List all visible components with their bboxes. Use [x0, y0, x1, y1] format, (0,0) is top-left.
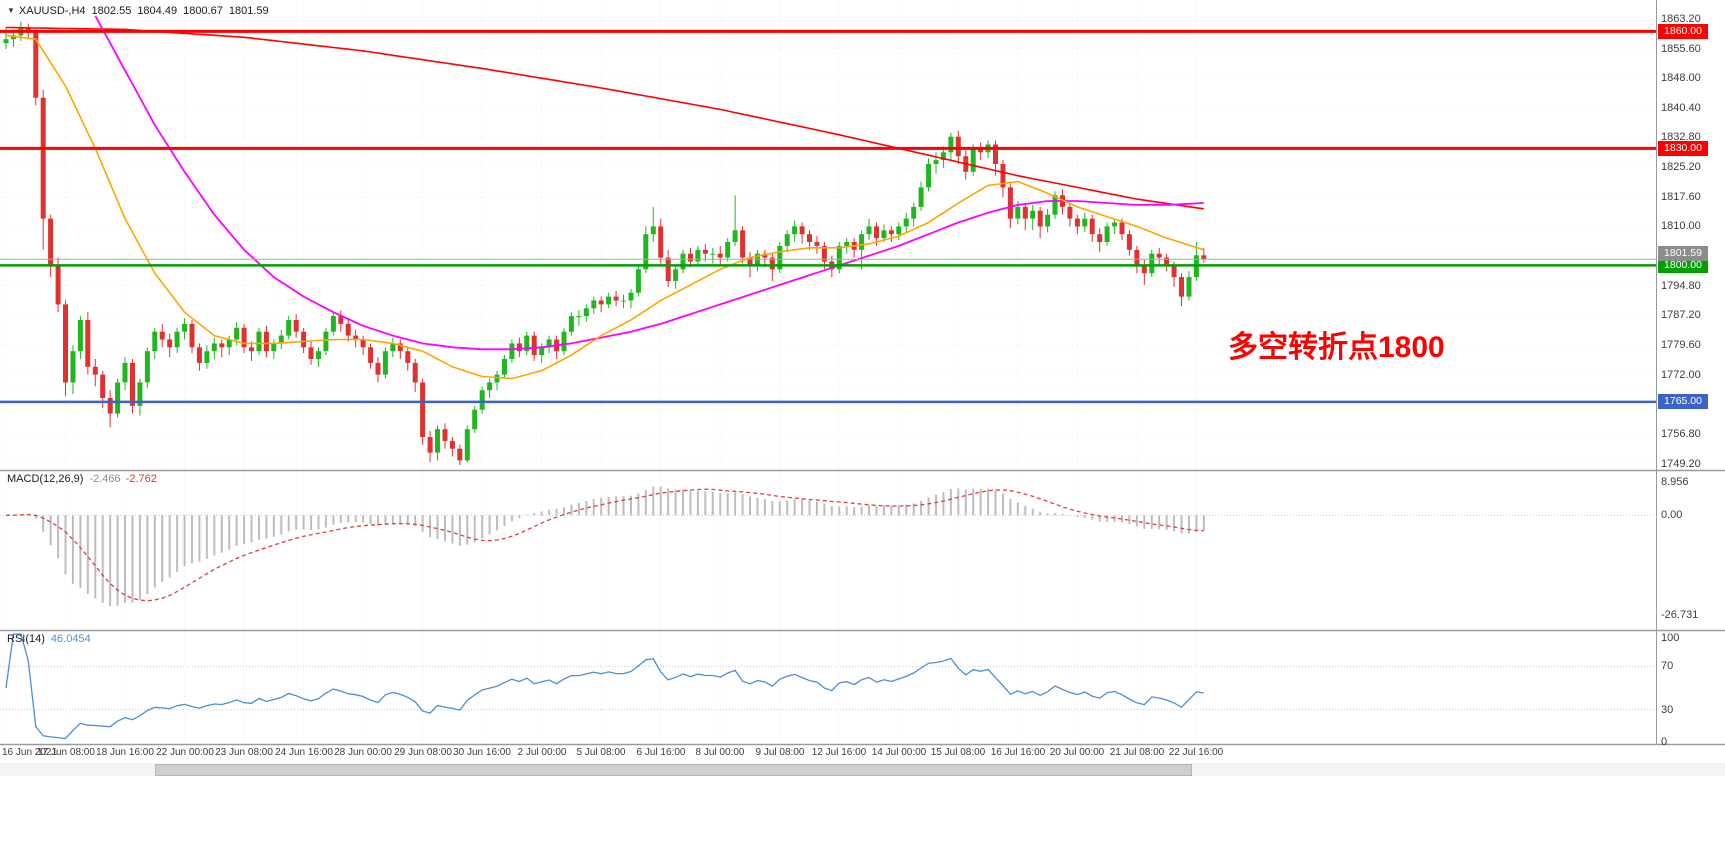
rsi-axis-label: 70 — [1661, 660, 1674, 672]
time-axis-label: 12 Jul 16:00 — [811, 747, 867, 758]
ohlc-low: 1800.67 — [183, 5, 223, 17]
time-axis[interactable]: 16 Jun 2021 17 Jun 08:00 18 Jun 16:00 22 Ju… — [0, 745, 1725, 762]
time-axis-label: 29 Jun 08:00 — [394, 747, 452, 758]
price-tick-label: 1840.40 — [1661, 102, 1701, 114]
price-tick-label: 1787.20 — [1661, 309, 1701, 321]
chart-grid — [0, 0, 1656, 744]
price-axis[interactable]: 1863.20 1855.60 1848.00 1840.40 1832.80 1825.… — [1657, 0, 1725, 748]
rsi-label: RSI(14) — [7, 633, 45, 645]
time-axis-label: 21 Jul 08:00 — [1109, 747, 1165, 758]
time-axis-label: 16 Jun 2021 — [2, 747, 58, 758]
price-tick-label: 1825.20 — [1661, 161, 1701, 173]
time-axis-label: 20 Jul 00:00 — [1049, 747, 1105, 758]
time-axis-label: 9 Jul 08:00 — [755, 747, 805, 758]
price-tick-label: 1832.80 — [1661, 131, 1701, 143]
time-axis-label: 5 Jul 08:00 — [576, 747, 626, 758]
rsi-axis-label: 30 — [1661, 704, 1674, 716]
macd-axis-label: 8.956 — [1661, 476, 1689, 488]
price-badge-1860.00: 1860.00 — [1658, 24, 1708, 39]
macd-label: MACD(12,26,9) — [7, 473, 84, 485]
price-tick-label: 1863.20 — [1661, 13, 1701, 25]
rsi-pane-header: RSI(14) 46.0454 — [7, 633, 91, 645]
rsi-axis-label: 0 — [1661, 736, 1668, 748]
symbol-dropdown-icon[interactable]: ▼ — [7, 6, 15, 15]
time-axis-label: 2 Jul 00:00 — [517, 747, 567, 758]
time-axis-label: 14 Jul 00:00 — [871, 747, 927, 758]
time-axis-label: 23 Jun 08:00 — [215, 747, 273, 758]
macd-pane-header: MACD(12,26,9) -2.466 -2.762 — [7, 473, 157, 485]
macd-signal-line — [5, 488, 1204, 602]
rsi-axis-label: 100 — [1661, 632, 1680, 644]
macd-axis-label: 0.00 — [1661, 509, 1683, 521]
horizontal-scrollbar-thumb[interactable] — [155, 764, 1192, 776]
price-badge-1765.00: 1765.00 — [1658, 394, 1708, 409]
macd-axis-label: -26.731 — [1661, 609, 1699, 621]
price-tick-label: 1855.60 — [1661, 43, 1701, 55]
candles — [3, 21, 1207, 466]
chart-title: XAUUSD-,H4 — [18, 5, 86, 17]
price-tick-label: 1779.60 — [1661, 339, 1701, 351]
time-axis-label: 17 Jun 08:00 — [37, 747, 95, 758]
rsi-value: 46.0454 — [50, 633, 91, 645]
price-tick-label: 1756.80 — [1661, 428, 1701, 440]
time-axis-label: 22 Jul 16:00 — [1168, 747, 1224, 758]
horizontal-scrollbar[interactable] — [0, 763, 1725, 776]
ma-slow-red — [5, 26, 1204, 210]
time-axis-label: 8 Jul 00:00 — [695, 747, 745, 758]
ohlc-open: 1802.55 — [91, 5, 132, 17]
time-axis-label: 16 Jul 16:00 — [990, 747, 1046, 758]
price-tick-label: 1817.60 — [1661, 191, 1701, 203]
current-price-badge: 1801.59 — [1658, 246, 1708, 261]
macd-main-value: -2.466 — [89, 473, 121, 485]
annotation-text[interactable]: 多空转折点1800 — [1228, 331, 1445, 364]
price-tick-label: 1772.00 — [1661, 369, 1701, 381]
ma-medium-magenta — [94, 15, 1204, 351]
time-axis-label: 28 Jun 00:00 — [334, 747, 392, 758]
time-axis-label: 30 Jun 16:00 — [453, 747, 511, 758]
ma-fast-orange — [5, 34, 1205, 380]
time-axis-label: 18 Jun 16:00 — [96, 747, 154, 758]
time-axis-label: 24 Jun 16:00 — [275, 747, 333, 758]
price-tick-label: 1810.00 — [1661, 220, 1701, 232]
macd-signal-value: -2.762 — [125, 473, 157, 485]
time-axis-label: 6 Jul 16:00 — [636, 747, 686, 758]
price-badge-1800.00: 1800.00 — [1658, 258, 1708, 273]
ohlc-high: 1804.49 — [137, 5, 178, 17]
time-axis-label: 15 Jul 08:00 — [930, 747, 986, 758]
price-badge-1830.00: 1830.00 — [1658, 141, 1708, 156]
rsi-line — [5, 633, 1204, 740]
ohlc-close: 1801.59 — [228, 5, 269, 17]
price-tick-label: 1749.20 — [1661, 458, 1701, 470]
price-tick-label: 1848.00 — [1661, 72, 1701, 84]
price-tick-label: 1794.80 — [1661, 280, 1701, 292]
macd-histogram — [12, 486, 1205, 607]
symbol-ohlc-readout: ▼ XAUUSD-,H4 1802.55 1804.49 1800.67 1801.59 — [7, 5, 269, 17]
time-axis-label: 22 Jun 00:00 — [156, 747, 214, 758]
